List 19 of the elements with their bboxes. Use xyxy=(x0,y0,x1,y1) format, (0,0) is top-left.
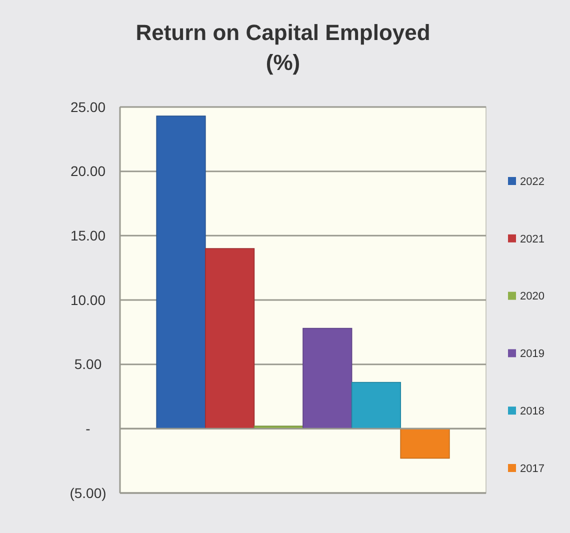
legend-label: 2021 xyxy=(520,233,544,246)
bar xyxy=(400,428,450,459)
bar xyxy=(156,116,206,430)
chart-title: Return on Capital Employed (%) xyxy=(136,20,430,75)
y-tick-label: (5.00) xyxy=(70,484,106,501)
y-tick-label: 15.00 xyxy=(70,228,106,244)
y-tick-label: 20.00 xyxy=(70,163,106,180)
bar xyxy=(302,328,352,430)
bar xyxy=(205,248,255,430)
legend-label: 2018 xyxy=(520,405,544,418)
legend-label: 2019 xyxy=(520,348,544,360)
y-tick-label: 25.00 xyxy=(70,98,106,115)
y-tick-label: 10.00 xyxy=(70,292,106,308)
y-tick-label: 5.00 xyxy=(74,356,102,372)
y-tick-label: - xyxy=(86,420,91,437)
bar xyxy=(351,382,401,430)
legend-label: 2020 xyxy=(520,290,544,303)
legend-label: 2022 xyxy=(520,176,544,188)
legend-label: 2017 xyxy=(520,462,544,475)
